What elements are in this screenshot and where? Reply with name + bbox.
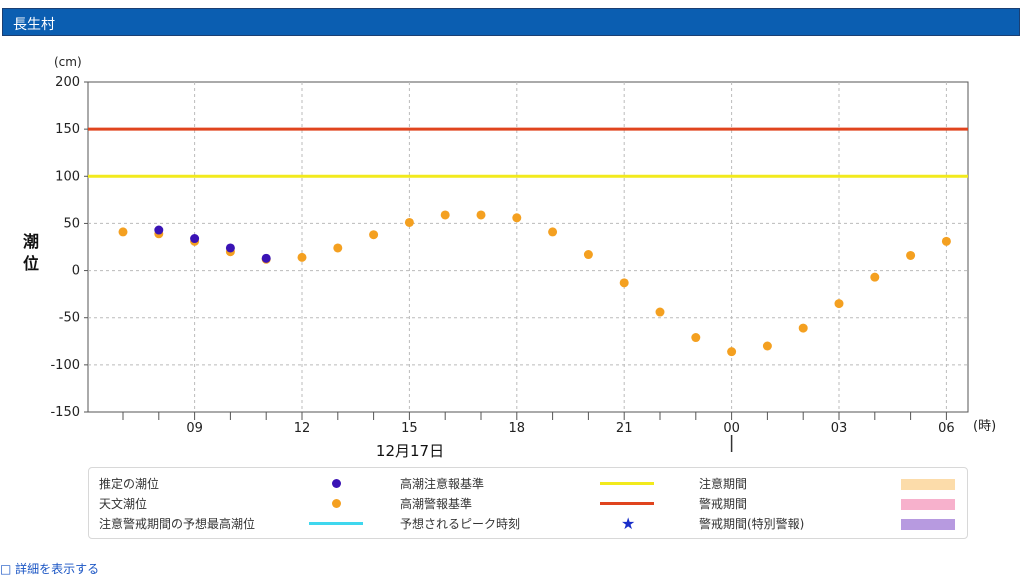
y-tick-label: -150 [50, 405, 80, 420]
legend-swatch-icon [901, 519, 955, 530]
data-point [297, 252, 307, 262]
data-point [404, 217, 414, 227]
data-point [118, 227, 128, 237]
legend-special-warning-period: 警戒期間(特別警報) [699, 516, 959, 532]
legend-estimated-tide: 推定の潮位 [99, 476, 359, 492]
data-point [548, 227, 558, 237]
legend-label: 高潮注意報基準 [400, 477, 485, 491]
y-tick-label: 200 [55, 75, 80, 90]
y-tick-label: -50 [59, 311, 80, 326]
legend-label: 注意期間 [699, 477, 748, 491]
station-name: 長生村 [13, 17, 55, 33]
date-label: 12月17日 [376, 442, 444, 460]
legend-warning-criterion: 高潮警報基準 [400, 496, 660, 512]
legend-predicted-max-tide: 注意警戒期間の予想最高潮位 [99, 516, 363, 532]
y-axis-label-1: 潮 [23, 232, 39, 251]
y-tick-label: 0 [72, 264, 80, 279]
data-point [906, 250, 916, 260]
plot-area [87, 81, 969, 413]
legend-label: 注意警戒期間の予想最高潮位 [99, 517, 256, 531]
chart-legend: 推定の潮位 天文潮位 注意警戒期間の予想最高潮位 高潮注意報基準 高潮警報基準 … [88, 467, 968, 539]
data-point [261, 253, 271, 263]
legend-line-icon [600, 482, 654, 485]
data-point [476, 210, 486, 220]
data-point [190, 234, 200, 244]
data-point [440, 210, 450, 220]
legend-warning-period: 警戒期間 [699, 496, 959, 512]
y-axis-label-2: 位 [23, 254, 39, 273]
data-point [225, 243, 235, 253]
legend-swatch-icon [901, 479, 955, 490]
legend-dot-icon [332, 479, 341, 488]
data-point [870, 272, 880, 282]
data-point [333, 243, 343, 253]
legend-peak-time: 予想されるピーク時刻 ★ [400, 516, 660, 532]
data-point [727, 347, 737, 357]
data-point [798, 323, 808, 333]
data-point [583, 250, 593, 260]
data-point [762, 341, 772, 351]
legend-label: 警戒期間 [699, 497, 748, 511]
data-point [619, 278, 629, 288]
x-tick-label: 15 [401, 421, 418, 436]
x-tick-label: 09 [186, 421, 203, 436]
x-tick-label: 06 [938, 421, 955, 436]
y-tick-label: 150 [55, 122, 80, 137]
legend-line-icon [600, 502, 654, 505]
data-point [691, 333, 701, 343]
x-unit-label: (時) [973, 419, 996, 434]
data-point [512, 213, 522, 223]
y-tick-label: -100 [50, 358, 80, 373]
legend-caution-criterion: 高潮注意報基準 [400, 476, 660, 492]
tide-chart: 200 150 100 50 0 -50 -100 -150 09 12 15 18 21 00 03 06 (… [23, 55, 996, 460]
y-tick-label: 50 [63, 216, 80, 231]
x-tick-label: 00 [723, 421, 740, 436]
y-tick-label: 100 [55, 169, 80, 184]
legend-label: 警戒期間(特別警報) [699, 517, 805, 531]
data-point [655, 307, 665, 317]
data-point [834, 299, 844, 309]
station-title-bar: 長生村 [2, 8, 1020, 36]
legend-swatch-icon [901, 499, 955, 510]
x-tick-label: 18 [509, 421, 526, 436]
legend-label: 高潮警報基準 [400, 497, 473, 511]
data-point [941, 236, 951, 246]
x-tick-label: 03 [831, 421, 848, 436]
legend-line-icon [309, 522, 363, 525]
star-icon: ★ [621, 514, 636, 533]
y-unit-label: (cm) [54, 55, 82, 69]
data-point [369, 230, 379, 240]
x-tick-label: 21 [616, 421, 633, 436]
legend-astronomical-tide: 天文潮位 [99, 496, 359, 512]
legend-caution-period: 注意期間 [699, 476, 959, 492]
legend-label: 天文潮位 [99, 497, 148, 511]
data-point [154, 225, 164, 235]
legend-label: 推定の潮位 [99, 477, 160, 491]
x-tick-label: 12 [294, 421, 311, 436]
legend-label: 予想されるピーク時刻 [400, 517, 521, 531]
legend-dot-icon [332, 499, 341, 508]
